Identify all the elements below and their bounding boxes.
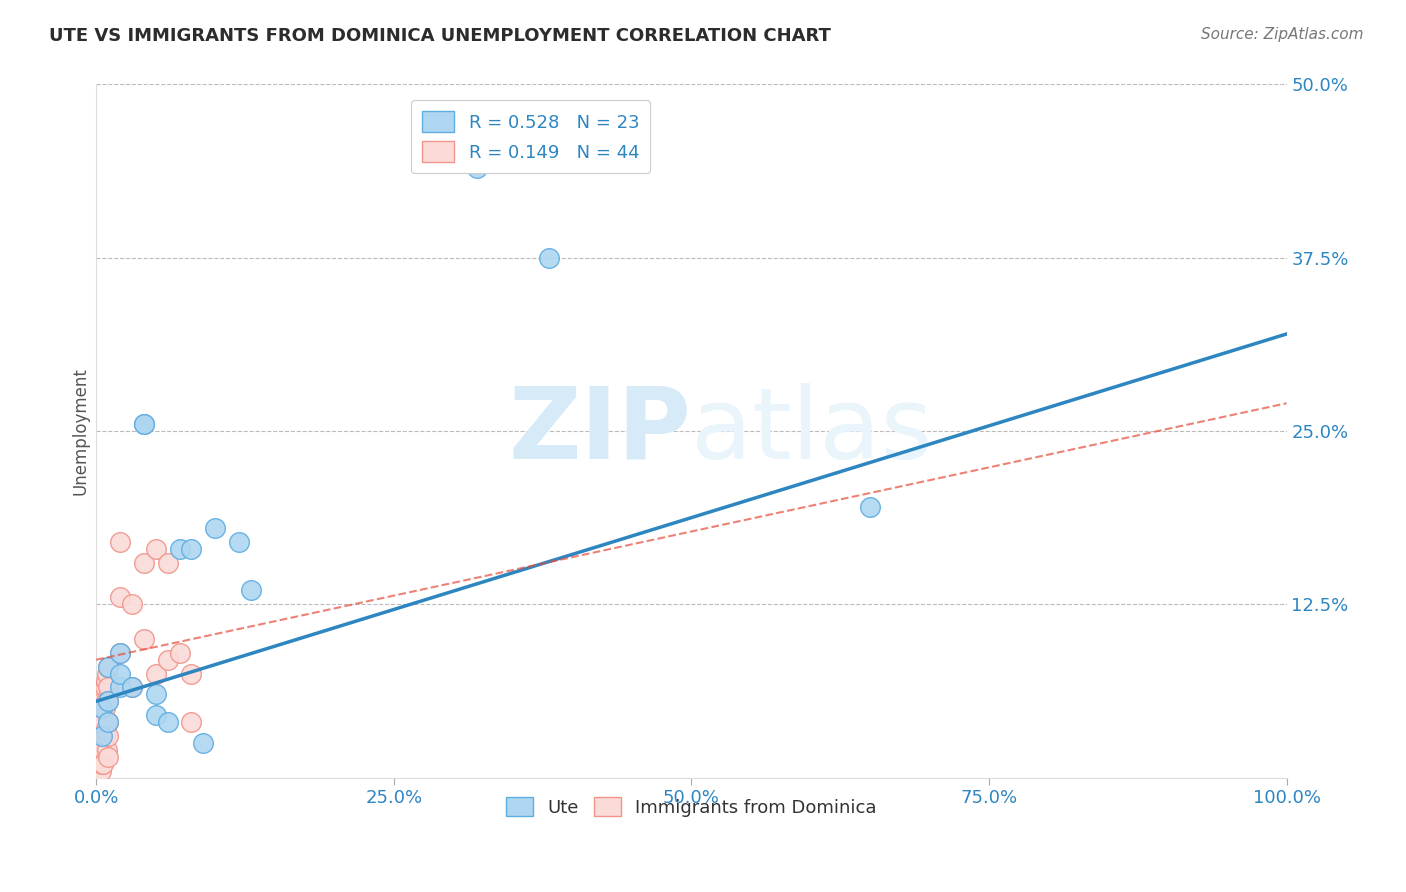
Point: [465, 161, 488, 175]
Point: [97, 681, 120, 695]
Text: UTE VS IMMIGRANTS FROM DOMINICA UNEMPLOYMENT CORRELATION CHART: UTE VS IMMIGRANTS FROM DOMINICA UNEMPLOY…: [49, 27, 831, 45]
Point: [156, 653, 179, 667]
Point: [97, 715, 120, 730]
Text: atlas: atlas: [692, 383, 934, 480]
Point: [91, 729, 114, 743]
Point: [121, 681, 143, 695]
Point: [180, 541, 202, 556]
Point: [108, 591, 131, 605]
Point: [169, 541, 191, 556]
Point: [91, 701, 114, 715]
Point: [239, 583, 262, 598]
Point: [132, 417, 155, 431]
Point: [180, 666, 202, 681]
Point: [90, 764, 112, 778]
Point: [156, 715, 179, 730]
Point: [145, 666, 167, 681]
Point: [108, 681, 131, 695]
Point: [97, 749, 120, 764]
Point: [91, 708, 114, 723]
Point: [108, 666, 131, 681]
Point: [108, 646, 131, 660]
Point: [193, 736, 215, 750]
Point: [89, 749, 111, 764]
Point: [91, 715, 114, 730]
Point: [96, 666, 118, 681]
Point: [93, 681, 115, 695]
Point: [537, 251, 560, 265]
Point: [87, 715, 110, 730]
Point: [97, 729, 120, 743]
Point: [156, 556, 179, 570]
Point: [94, 673, 117, 688]
Point: [91, 694, 114, 708]
Point: [89, 722, 111, 736]
Point: [145, 541, 167, 556]
Point: [204, 521, 226, 535]
Point: [121, 681, 143, 695]
Point: [859, 500, 882, 515]
Point: [94, 694, 117, 708]
Point: [91, 756, 114, 771]
Point: [87, 701, 110, 715]
Point: [145, 687, 167, 701]
Point: [180, 715, 202, 730]
Point: [132, 556, 155, 570]
Point: [108, 646, 131, 660]
Point: [91, 729, 114, 743]
Point: [108, 535, 131, 549]
Point: [97, 715, 120, 730]
Point: [91, 743, 114, 757]
Point: [89, 736, 111, 750]
Point: [132, 632, 155, 646]
Text: Source: ZipAtlas.com: Source: ZipAtlas.com: [1201, 27, 1364, 42]
Point: [91, 756, 114, 771]
Point: [96, 743, 118, 757]
Point: [97, 694, 120, 708]
Point: [121, 597, 143, 611]
Point: [132, 417, 155, 431]
Point: [94, 722, 117, 736]
Legend: Ute, Immigrants from Dominica: Ute, Immigrants from Dominica: [499, 790, 884, 824]
Point: [97, 659, 120, 673]
Point: [169, 646, 191, 660]
Point: [97, 694, 120, 708]
Y-axis label: Unemployment: Unemployment: [72, 368, 89, 495]
Point: [90, 756, 112, 771]
Point: [87, 687, 110, 701]
Point: [93, 701, 115, 715]
Point: [97, 659, 120, 673]
Text: ZIP: ZIP: [509, 383, 692, 480]
Point: [93, 729, 115, 743]
Point: [228, 535, 250, 549]
Point: [91, 729, 114, 743]
Point: [145, 708, 167, 723]
